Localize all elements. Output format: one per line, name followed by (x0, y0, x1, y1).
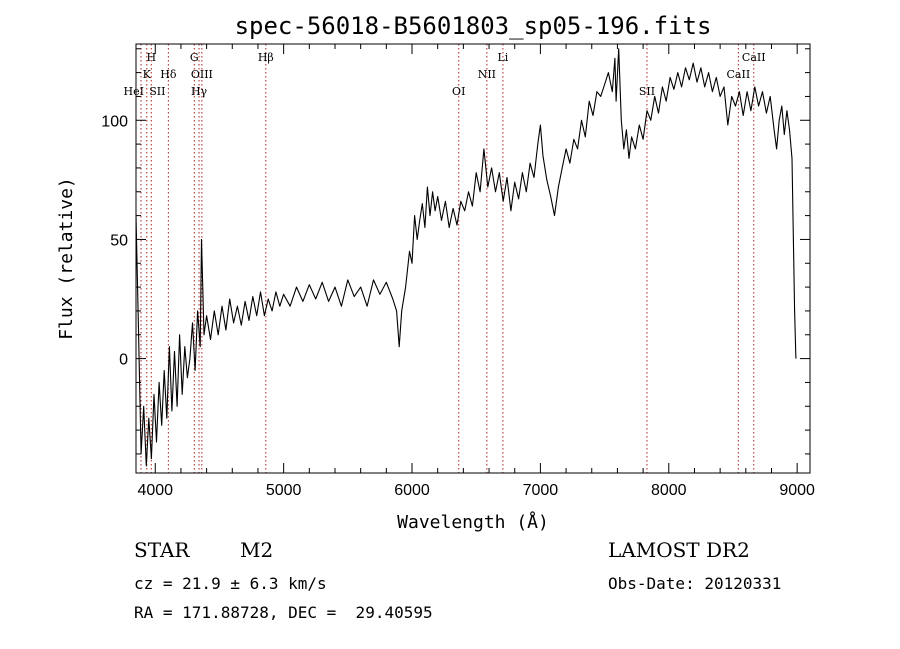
line-label-11-0: SII (639, 85, 655, 98)
x-tick-label-7000: 7000 (523, 482, 559, 499)
line-label-12-0: CaII (727, 68, 751, 81)
line-label-3-0: Hδ (160, 68, 177, 81)
line-label-4-0: G (190, 51, 199, 64)
y-tick-label-0: 0 (119, 352, 128, 369)
x-tick-label-9000: 9000 (779, 482, 815, 499)
y-axis-label: Flux (relative) (56, 177, 77, 340)
line-label-6-0: OIII (191, 68, 213, 81)
line-label-1-0: K (143, 68, 152, 81)
y-tick-label-50: 50 (110, 232, 128, 249)
line-label-2-0: H (146, 51, 156, 64)
obs-date-label: Obs-Date: 20120331 (608, 574, 782, 593)
line-label-2-1: SII (149, 85, 165, 98)
plot-frame (135, 43, 811, 474)
line-label-5-0: Hγ (191, 85, 208, 98)
line-label-8-0: OI (452, 85, 465, 98)
y-tick-label-100: 100 (101, 113, 128, 130)
spectrum-series-line (136, 48, 797, 467)
line-label-10-0: Li (497, 51, 508, 64)
line-label-13-0: CaII (742, 51, 766, 64)
survey-label: LAMOST DR2 (608, 538, 750, 562)
coordinates-label: RA = 171.88728, DEC = 29.40595 (134, 603, 433, 622)
object-subclass-label: M2 (240, 538, 274, 562)
x-axis-label: Wavelength (Å) (397, 511, 549, 533)
line-label-0-0: HeI (124, 85, 144, 98)
x-tick-label-4000: 4000 (137, 482, 173, 499)
x-tick-label-8000: 8000 (651, 482, 687, 499)
line-label-7-0: Hβ (258, 51, 274, 64)
redshift-label: cz = 21.9 ± 6.3 km/s (134, 574, 327, 593)
line-label-9-0: NII (478, 68, 496, 81)
x-tick-label-6000: 6000 (394, 482, 430, 499)
chart-title: spec-56018-B5601803_sp05-196.fits (235, 12, 712, 40)
x-tick-label-5000: 5000 (266, 482, 302, 499)
object-class-label: STAR (134, 538, 190, 562)
